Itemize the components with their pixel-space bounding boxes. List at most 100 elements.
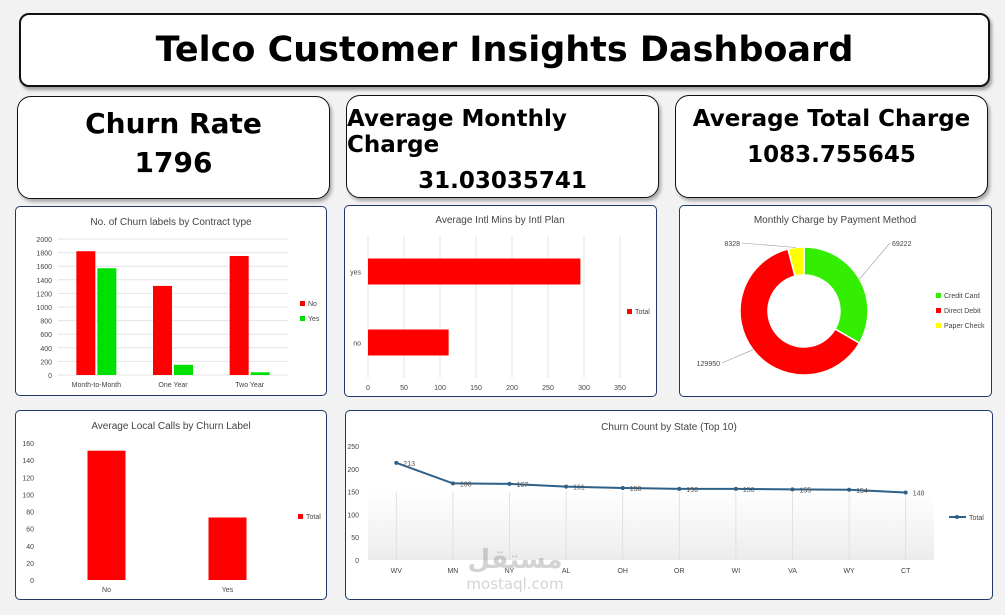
y-tick-label: 40 bbox=[26, 544, 34, 551]
data-label: 167 bbox=[517, 482, 529, 489]
pie-slice-credit-card bbox=[803, 246, 869, 345]
x-tick-label: OR bbox=[674, 568, 685, 575]
y-tick-label: 80 bbox=[26, 510, 34, 517]
data-label: 148 bbox=[913, 491, 925, 498]
legend-swatch bbox=[936, 323, 941, 328]
data-point bbox=[677, 486, 682, 491]
x-tick-label: CT bbox=[901, 568, 911, 575]
data-point bbox=[450, 481, 455, 486]
x-tick-label: AL bbox=[562, 568, 571, 575]
data-label: 8328 bbox=[724, 241, 740, 248]
series-line-total bbox=[395, 461, 906, 494]
bar-total bbox=[368, 329, 449, 356]
x-tick-label: 150 bbox=[470, 385, 482, 392]
data-point bbox=[733, 486, 738, 491]
y-tick-label: 400 bbox=[40, 346, 52, 353]
legend-swatch bbox=[936, 293, 941, 298]
data-point bbox=[507, 481, 512, 486]
kpi-value: 1083.755645 bbox=[747, 142, 916, 168]
legend-swatch bbox=[627, 309, 632, 314]
x-tick-label: Yes bbox=[222, 587, 234, 594]
legend-swatch bbox=[300, 316, 305, 321]
y-tick-label: 20 bbox=[26, 561, 34, 568]
x-tick-label: 0 bbox=[366, 385, 370, 392]
x-tick-label: MN bbox=[447, 568, 458, 575]
x-tick-label: 200 bbox=[506, 385, 518, 392]
chart-title: Monthly Charge by Payment Method bbox=[754, 215, 916, 226]
legend-label: Paper Check bbox=[944, 323, 985, 330]
chart-payment: Monthly Charge by Payment Method 69222 Cre… bbox=[679, 205, 992, 397]
kpi-label: Average Total Charge bbox=[692, 106, 971, 132]
x-tick-label: 350 bbox=[614, 385, 626, 392]
chart-localcalls: Average Local Calls by Churn Label 0 20 40 6… bbox=[15, 410, 327, 600]
leader-line bbox=[741, 242, 796, 248]
x-tick-label: WI bbox=[732, 568, 741, 575]
bar-yes bbox=[174, 364, 193, 375]
x-tick-label: 50 bbox=[400, 385, 408, 392]
pie-slice-direct-debit bbox=[739, 248, 861, 376]
bar-total bbox=[368, 258, 581, 285]
y-tick-label: 160 bbox=[22, 441, 34, 448]
y-tick-label: 100 bbox=[22, 492, 34, 499]
y-tick-label: 600 bbox=[40, 332, 52, 339]
bar-total bbox=[87, 450, 126, 580]
leader-line bbox=[859, 242, 891, 280]
legend-label: Yes bbox=[308, 316, 320, 323]
x-tick-label: WV bbox=[391, 568, 403, 575]
x-tick-label: Month-to-Month bbox=[72, 382, 122, 389]
kpi-card-avg-monthly-charge: Average Monthly Charge 31.03035741 bbox=[346, 95, 659, 198]
y-tick-label: 1800 bbox=[36, 251, 52, 258]
y-tick-label: 60 bbox=[26, 527, 34, 534]
y-tick-label: 800 bbox=[40, 319, 52, 326]
data-label: 161 bbox=[573, 485, 585, 492]
data-label: 69222 bbox=[892, 241, 912, 248]
y-tick-label: 100 bbox=[347, 512, 359, 519]
chart-contract: No. of Churn labels by Contract type 0 200… bbox=[15, 206, 327, 396]
y-tick-label: 50 bbox=[351, 535, 359, 542]
bar-yes bbox=[97, 268, 117, 375]
y-tick-label: 0 bbox=[30, 578, 34, 585]
x-tick-label: One Year bbox=[158, 382, 188, 389]
kpi-card-churn-rate: Churn Rate 1796 bbox=[17, 96, 330, 199]
pie-slice-paper-check bbox=[787, 246, 805, 278]
kpi-value: 1796 bbox=[134, 146, 213, 179]
x-tick-label: OH bbox=[617, 568, 628, 575]
chart-state-svg: Churn Count by State (Top 10) 0 50 100 150 20… bbox=[347, 422, 984, 575]
y-tick-label: 2000 bbox=[36, 237, 52, 244]
data-point bbox=[847, 487, 852, 492]
bar-yes bbox=[250, 372, 270, 375]
bar-no bbox=[229, 256, 249, 375]
y-tick-label: 1200 bbox=[36, 291, 52, 298]
legend-label: Total bbox=[969, 515, 984, 522]
legend-swatch bbox=[936, 308, 941, 313]
data-point bbox=[790, 487, 795, 492]
x-tick-label: 250 bbox=[542, 385, 554, 392]
legend-label: Credit Card bbox=[944, 293, 980, 300]
data-label: 168 bbox=[460, 481, 472, 488]
y-tick-label: 0 bbox=[48, 373, 52, 380]
legend-label: Direct Debit bbox=[944, 308, 981, 315]
y-tick-label: 1600 bbox=[36, 264, 52, 271]
data-label: 156 bbox=[686, 487, 698, 494]
x-tick-label: 300 bbox=[578, 385, 590, 392]
y-tick-label: 150 bbox=[347, 490, 359, 497]
bar-no bbox=[153, 285, 172, 375]
bar-no bbox=[76, 251, 96, 375]
data-point bbox=[620, 485, 625, 490]
y-tick-label: 1000 bbox=[36, 305, 52, 312]
data-point bbox=[903, 490, 908, 495]
bar-total bbox=[208, 517, 247, 580]
legend-swatch bbox=[300, 301, 305, 306]
data-label: 213 bbox=[403, 461, 415, 468]
legend-label: No bbox=[308, 301, 317, 308]
chart-intl-svg: Average Intl Mins by Intl Plan 0 50 100 150 2… bbox=[350, 215, 650, 392]
data-label: 154 bbox=[856, 488, 868, 495]
y-tick-label: no bbox=[353, 341, 361, 348]
kpi-value: 31.03035741 bbox=[418, 168, 587, 194]
plot-area-bg bbox=[368, 491, 934, 560]
x-tick-label: 100 bbox=[434, 385, 446, 392]
chart-intl: Average Intl Mins by Intl Plan 0 50 100 150 2… bbox=[344, 205, 657, 397]
x-tick-label: No bbox=[102, 587, 111, 594]
y-tick-label: 200 bbox=[40, 359, 52, 366]
chart-contract-svg: No. of Churn labels by Contract type 0 200… bbox=[36, 217, 320, 389]
